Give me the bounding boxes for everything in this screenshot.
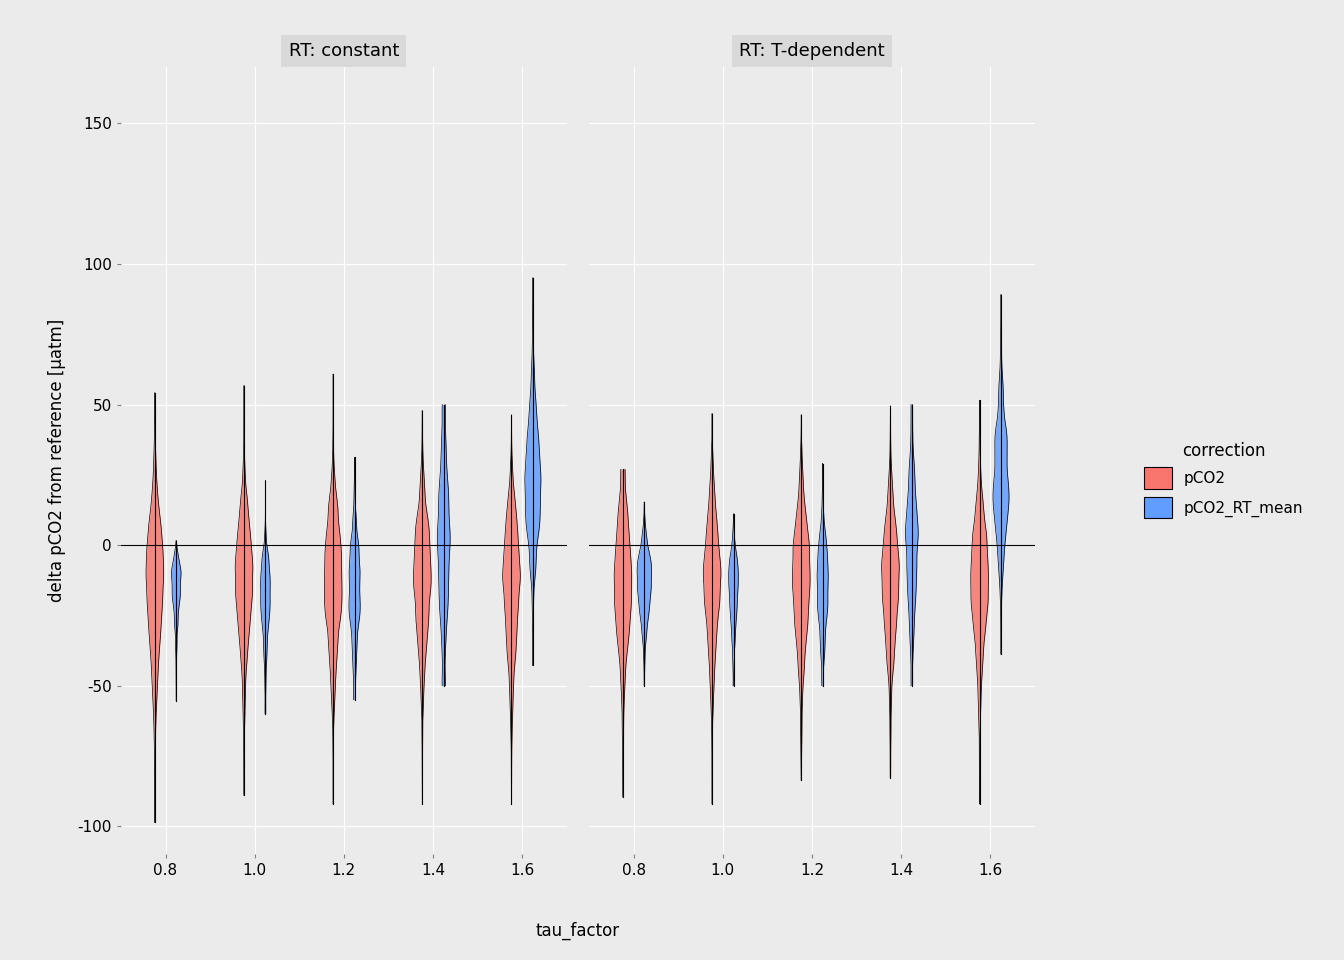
Title: RT: T-dependent: RT: T-dependent bbox=[739, 42, 884, 60]
Y-axis label: delta pCO2 from reference [μatm]: delta pCO2 from reference [μatm] bbox=[48, 319, 66, 603]
Text: tau_factor: tau_factor bbox=[536, 922, 620, 941]
Legend: pCO2, pCO2_RT_mean: pCO2, pCO2_RT_mean bbox=[1138, 436, 1309, 524]
Title: RT: constant: RT: constant bbox=[289, 42, 399, 60]
